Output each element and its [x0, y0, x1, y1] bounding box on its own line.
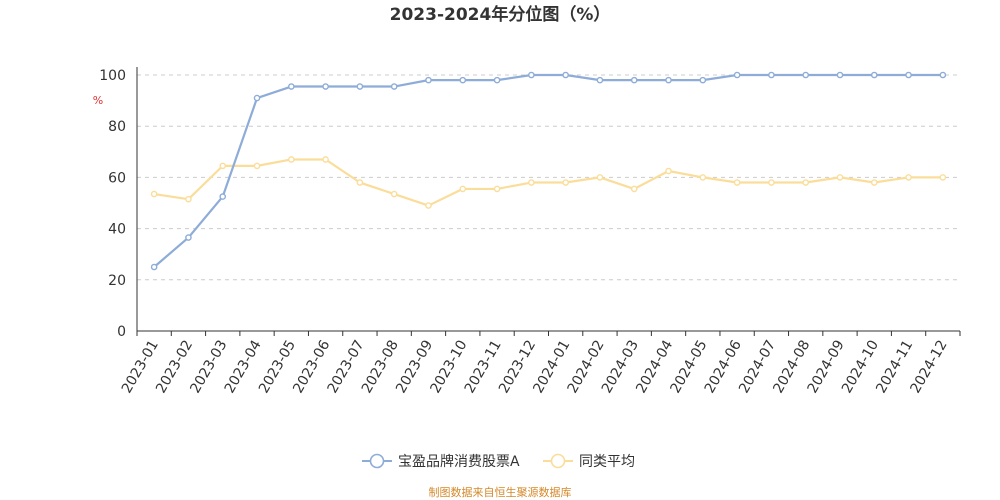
series-0-point[interactable]: [425, 76, 432, 84]
series-0-point[interactable]: [288, 83, 295, 90]
legend-item-0[interactable]: 宝盈品牌消费股票A: [362, 453, 520, 470]
series-1-point[interactable]: [630, 185, 638, 193]
series-1-point[interactable]: [528, 179, 535, 186]
series-0-point[interactable]: [253, 94, 261, 102]
series-1-point[interactable]: [733, 179, 741, 186]
series-1-point[interactable]: [905, 174, 912, 181]
series-0-point[interactable]: [459, 76, 467, 84]
series-1-point[interactable]: [768, 179, 775, 186]
y-tick-label: 0: [117, 324, 126, 340]
legend-marker: [369, 453, 385, 469]
series-0-point[interactable]: [493, 76, 501, 84]
legend-marker: [550, 453, 566, 469]
series-0-point[interactable]: [562, 71, 569, 79]
series-1-point[interactable]: [390, 190, 398, 198]
series-0-point[interactable]: [802, 71, 809, 79]
series-1-point[interactable]: [870, 179, 878, 186]
series-0-point[interactable]: [219, 193, 227, 200]
series-1-point[interactable]: [665, 167, 672, 175]
series-0-point[interactable]: [665, 76, 672, 84]
series-0-point[interactable]: [733, 71, 741, 79]
series-1-point[interactable]: [699, 174, 707, 181]
series-1-point[interactable]: [253, 162, 261, 170]
legend-item-1[interactable]: 同类平均: [543, 453, 635, 470]
series-1-point[interactable]: [836, 174, 844, 181]
y-tick-label: 40: [108, 222, 126, 238]
series-0-point[interactable]: [596, 76, 604, 84]
y-tick-label: 80: [108, 119, 126, 135]
series-0-point[interactable]: [185, 234, 192, 241]
legend[interactable]: 宝盈品牌消费股票A 同类平均: [362, 453, 635, 470]
series-1-point[interactable]: [493, 185, 501, 193]
series-1-point[interactable]: [459, 185, 467, 193]
series-0-point[interactable]: [870, 71, 878, 79]
series-line-1: [153, 158, 943, 207]
series-0-point[interactable]: [356, 83, 364, 90]
series-1-point[interactable]: [322, 156, 329, 163]
series-line-0: [153, 73, 943, 268]
chart-title: 2023-2024年分位图（%）: [390, 4, 611, 25]
series-group: [150, 71, 947, 271]
axes: 0204060801002023-012023-022023-032023-04…: [99, 67, 961, 396]
y-tick-label: 60: [108, 170, 126, 186]
legend-label: 宝盈品牌消费股票A: [398, 453, 520, 470]
y-tick-label: 100: [99, 68, 126, 84]
series-1-point[interactable]: [562, 179, 569, 186]
series-0-point[interactable]: [836, 71, 844, 79]
legend-label: 同类平均: [579, 454, 635, 470]
series-0-point[interactable]: [150, 263, 158, 271]
series-0-point[interactable]: [390, 83, 398, 90]
series-1-point[interactable]: [596, 174, 604, 181]
y-tick-label: 20: [108, 273, 126, 289]
series-1-point[interactable]: [219, 162, 227, 170]
series-1-point[interactable]: [185, 195, 192, 203]
series-0-point[interactable]: [768, 71, 775, 79]
source-note: 制图数据来自恒生聚源数据库: [429, 485, 572, 499]
series-1-point[interactable]: [356, 179, 364, 186]
series-1-point[interactable]: [288, 156, 295, 163]
series-0-point[interactable]: [905, 71, 912, 79]
series-0-point[interactable]: [630, 76, 638, 84]
series-1-point[interactable]: [802, 179, 809, 186]
series-1-point[interactable]: [425, 202, 432, 209]
series-0-point[interactable]: [528, 71, 535, 79]
series-0-point[interactable]: [939, 71, 947, 79]
y-axis-unit: %: [93, 94, 103, 107]
series-0-point[interactable]: [699, 76, 707, 84]
series-0-point[interactable]: [322, 83, 329, 90]
series-1-point[interactable]: [150, 190, 158, 198]
series-1-point[interactable]: [939, 174, 947, 181]
